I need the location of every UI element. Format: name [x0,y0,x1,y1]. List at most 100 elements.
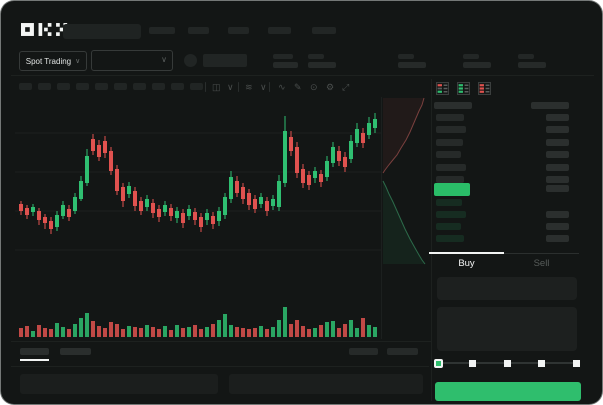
toolbar-divider [205,82,206,92]
orderbook-asks-icon[interactable] [478,82,491,95]
ask-price-placeholder [436,176,464,183]
orderbook-bid-row[interactable] [433,234,579,243]
orderbook-ask-row[interactable] [433,138,579,147]
orderbook-ask-row[interactable] [433,150,579,159]
stat-value-placeholder [463,62,491,68]
slider-stop-dot[interactable] [538,359,545,367]
amount-input[interactable] [437,307,577,351]
orderbook-bids-icon[interactable] [457,82,470,95]
stat-value-placeholder [518,62,546,68]
last-price-badge [434,183,470,196]
bid-price-placeholder [436,235,464,242]
orderbook-col-header-price [434,102,472,109]
chevron-down-icon[interactable]: ∨ [260,82,267,92]
interval-button[interactable] [190,83,203,90]
candle-style-icon[interactable]: ◫ [212,82,221,92]
interval-button[interactable] [171,83,184,90]
ask-price-placeholder [436,114,464,121]
toolbar-divider [269,82,270,92]
orderbook-ask-row[interactable] [433,125,579,134]
fullscreen-icon[interactable]: ⤢ [342,82,350,92]
orderbook-bid-row[interactable] [433,222,579,231]
nav-item-placeholder[interactable] [228,27,249,34]
bid-amount-placeholder [546,211,569,218]
bid-price-placeholder [436,223,461,230]
toolbar-divider [238,82,239,92]
search-input[interactable] [63,24,141,39]
ask-amount-placeholder [546,176,569,183]
nav-item-placeholder[interactable] [149,27,175,34]
ask-price-placeholder [436,151,461,158]
bid-price-placeholder [436,211,466,218]
buy-button[interactable] [435,382,581,401]
ask-price-placeholder [436,139,463,146]
chart-area[interactable] [11,97,431,341]
nav-item-placeholder[interactable] [268,27,291,34]
stat-value-placeholder [308,62,336,68]
chart-type-icon[interactable]: ≋ [245,82,253,92]
stat-label-placeholder [518,54,534,59]
indicators-icon[interactable]: ∿ [278,82,286,92]
chevron-down-icon: ∨ [161,55,167,64]
interval-button[interactable] [152,83,165,90]
tab-sell[interactable]: Sell [533,258,550,269]
bottom-tab-placeholder[interactable] [20,348,49,355]
nav-item-placeholder[interactable] [188,27,209,34]
bottom-link-placeholder[interactable] [349,348,378,355]
market-selector-button[interactable]: Spot Trading ∨ [19,51,87,71]
ask-amount-placeholder [546,126,569,133]
panel-divider [431,79,432,401]
ask-amount-placeholder [546,139,569,146]
orderbook-bid-row[interactable] [433,198,579,207]
amount-placeholder [546,185,569,192]
slider-handle[interactable] [433,358,443,368]
bid-amount-placeholder [546,223,569,230]
market-selector-label: Spot Trading [25,56,72,66]
coin-icon [184,54,197,67]
orderbook-ask-row[interactable] [433,175,579,184]
chart-bottom-divider [11,341,431,342]
orderbook-ask-row[interactable] [433,163,579,172]
orders-table-placeholder [20,374,218,394]
interval-button[interactable] [76,83,89,90]
slider-stop-dot[interactable] [572,359,580,367]
interval-button[interactable] [38,83,51,90]
stat-label-placeholder [273,54,293,59]
trade-tabs-divider [429,253,579,254]
orderbook-col-header-amount [531,102,569,109]
draw-icon[interactable]: ✎ [294,82,302,92]
ask-price-placeholder [436,164,466,171]
pair-dropdown[interactable]: ∨ [91,50,173,71]
bottom-divider [11,366,429,367]
nav-item-placeholder[interactable] [312,27,336,34]
tab-buy[interactable]: Buy [458,258,475,269]
ask-price-placeholder [436,126,466,133]
chevron-down-icon[interactable]: ∨ [227,82,234,92]
slider-stop-dot[interactable] [503,359,511,367]
stat-value-placeholder [273,62,298,68]
history-table-placeholder [229,374,423,394]
slider-stop-dot[interactable] [469,359,476,367]
interval-button[interactable] [57,83,70,90]
ask-amount-placeholder [546,151,569,158]
price-input[interactable] [437,277,577,300]
bottom-active-tab-underline [20,359,49,361]
ask-amount-placeholder [546,114,569,121]
settings-icon[interactable]: ⚙ [326,82,335,92]
interval-button[interactable] [95,83,108,90]
interval-button[interactable] [19,83,32,90]
orderbook-ask-row[interactable] [433,113,579,122]
stat-value-placeholder [398,62,426,68]
orderbook-both-icon[interactable] [436,82,449,95]
interval-button[interactable] [133,83,146,90]
bid-amount-placeholder [546,235,569,242]
screenshot-icon[interactable]: ⊙ [310,82,318,92]
stat-label-placeholder [463,54,479,59]
bottom-link-placeholder[interactable] [387,348,418,355]
stat-label-placeholder [398,54,414,59]
interval-button[interactable] [114,83,127,90]
orderbook-bid-row[interactable] [433,210,579,219]
chevron-down-icon: ∨ [75,58,81,65]
bottom-tab-placeholder[interactable] [60,348,91,355]
